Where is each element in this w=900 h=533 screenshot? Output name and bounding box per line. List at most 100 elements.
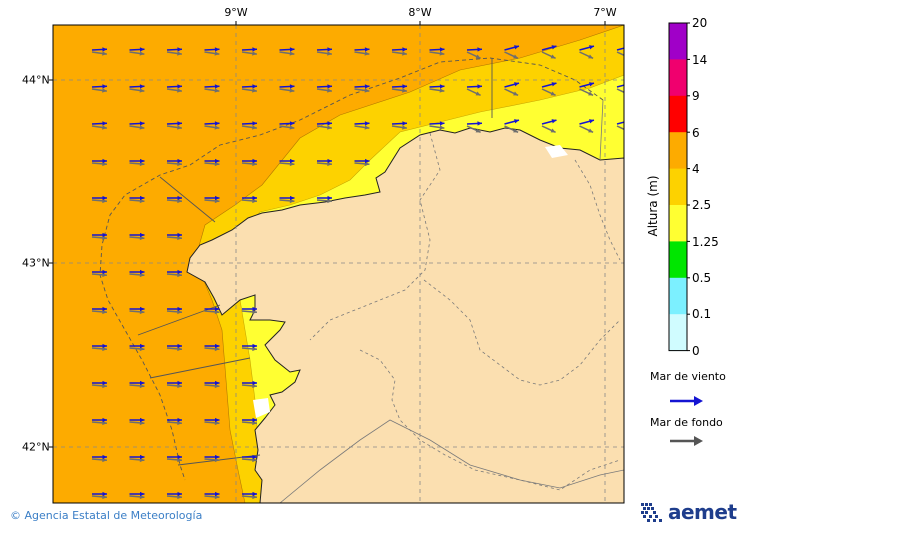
- swell-arrow: [166, 457, 183, 463]
- wind-sea-arrow: [354, 121, 370, 126]
- coast-border: [279, 99, 624, 503]
- colorbar-level-label: 14: [692, 53, 708, 67]
- swell-arrow: [279, 88, 295, 93]
- swell-arrow: [204, 125, 220, 130]
- swell-arrow: [204, 457, 220, 463]
- swell-arrow: [579, 88, 594, 97]
- colorbar-level-label: 0: [692, 344, 700, 358]
- swell-arrow: [129, 125, 145, 130]
- colorbar-level-label: 9: [692, 89, 700, 103]
- wind-sea-arrow: [167, 380, 182, 386]
- colorbar-segment: [669, 23, 687, 60]
- swell-arrow: [241, 198, 258, 204]
- colorbar-segment: [669, 314, 687, 352]
- swell-arrow: [204, 420, 220, 426]
- lon-tick-label: 7°W: [593, 6, 617, 19]
- wind-sea-arrow: [204, 158, 220, 164]
- wind-sea-arrow: [541, 119, 557, 125]
- wind-sea-arrow: [242, 491, 257, 497]
- swell-arrow: [391, 88, 407, 93]
- wind-sea-arrow: [242, 454, 257, 460]
- swell-arrow: [91, 457, 108, 463]
- swell-arrow: [241, 161, 258, 167]
- wind-sea-arrow: [167, 343, 182, 349]
- wind-sea-arrow: [167, 195, 182, 201]
- wind-sea-arrow: [616, 47, 624, 51]
- colorbar-level-label: 20: [692, 16, 708, 30]
- tick-marks: [49, 21, 606, 448]
- swell-arrow: [466, 88, 481, 97]
- swell-arrow: [91, 346, 108, 352]
- swell-arrow: [91, 235, 108, 241]
- colorbar-level-label: 4: [692, 162, 700, 176]
- copyright-icon: ©: [10, 509, 21, 522]
- wind-sea-arrow: [129, 84, 145, 89]
- swell-arrow: [166, 420, 183, 426]
- swell-arrow: [316, 125, 332, 130]
- wind-sea-arrow: [167, 158, 182, 164]
- swell-arrow: [466, 125, 481, 134]
- wind-sea-arrow: [504, 119, 520, 125]
- swell-arrow: [241, 309, 258, 315]
- wind-sea-arrow: [129, 417, 145, 423]
- wind-sea-arrow: [616, 121, 624, 125]
- swell-arrow: [429, 51, 445, 56]
- legend-swell-label: Mar de fondo: [650, 416, 723, 429]
- swell-arrow: [204, 51, 220, 56]
- wind-sea-arrow: [242, 158, 257, 164]
- wind-sea-arrow: [92, 343, 107, 349]
- swell-arrow: [166, 272, 183, 278]
- aemet-logo-text: aemet: [668, 500, 737, 524]
- aemet-logo: aemet: [640, 500, 737, 524]
- wind-sea-arrow: [579, 45, 595, 51]
- legend-wind-sea-label: Mar de viento: [650, 370, 726, 383]
- wind-sea-arrow: [204, 306, 220, 312]
- wind-sea-arrow: [92, 195, 107, 201]
- colorbar-segment: [669, 132, 687, 170]
- wind-sea-arrow: [92, 491, 107, 497]
- wind-sea-arrow: [166, 47, 183, 52]
- swell-arrow: [316, 161, 333, 167]
- wind-sea-arrow: [129, 343, 145, 349]
- wind-sea-arrow: [129, 158, 145, 164]
- swell-arrow: [316, 88, 332, 93]
- wind-sea-arrow: [279, 158, 295, 164]
- wind-sea-arrow: [429, 47, 445, 52]
- swell-arrow: [354, 161, 370, 167]
- legend-wind-sea-icon: [670, 396, 703, 406]
- colorbar-segment: [669, 205, 687, 242]
- swell-arrow: [204, 494, 220, 500]
- wind-sea-arrow: [204, 454, 220, 460]
- no-data-patch: [253, 398, 270, 418]
- wind-sea-arrow: [316, 47, 333, 52]
- wind-sea-arrow: [204, 417, 220, 423]
- swell-arrow: [279, 51, 295, 56]
- colorbar-level-label: 2.5: [692, 198, 712, 212]
- swell-arrow: [541, 88, 556, 97]
- swell-arrow: [204, 88, 220, 93]
- wind-sea-arrow: [541, 82, 557, 88]
- wind-sea-arrow: [429, 121, 445, 126]
- swell-arrow: [504, 88, 519, 97]
- wind-sea-arrow: [129, 121, 145, 126]
- swell-arrow: [166, 88, 182, 93]
- swell-arrow: [204, 346, 220, 352]
- swell-arrow: [391, 125, 407, 130]
- swell-arrow: [129, 457, 145, 463]
- colorbar-segment: [669, 168, 687, 206]
- wind-sea-arrow: [204, 380, 220, 386]
- wind-sea-arrow: [466, 47, 483, 52]
- wind-sea-arrow: [166, 84, 183, 89]
- swell-arrow: [129, 198, 145, 204]
- wind-sea-arrow: [129, 491, 145, 497]
- wind-sea-arrow: [167, 417, 182, 423]
- map-frame: [52, 24, 625, 504]
- swell-arrow: [129, 272, 145, 278]
- wind-sea-arrow: [279, 47, 295, 52]
- wind-sea-arrow: [241, 121, 258, 126]
- swell-arrow: [91, 420, 108, 426]
- swell-arrow: [166, 51, 182, 56]
- swell-arrow: [241, 346, 258, 352]
- wind-sea-arrow: [92, 306, 107, 312]
- swell-arrow: [241, 494, 258, 500]
